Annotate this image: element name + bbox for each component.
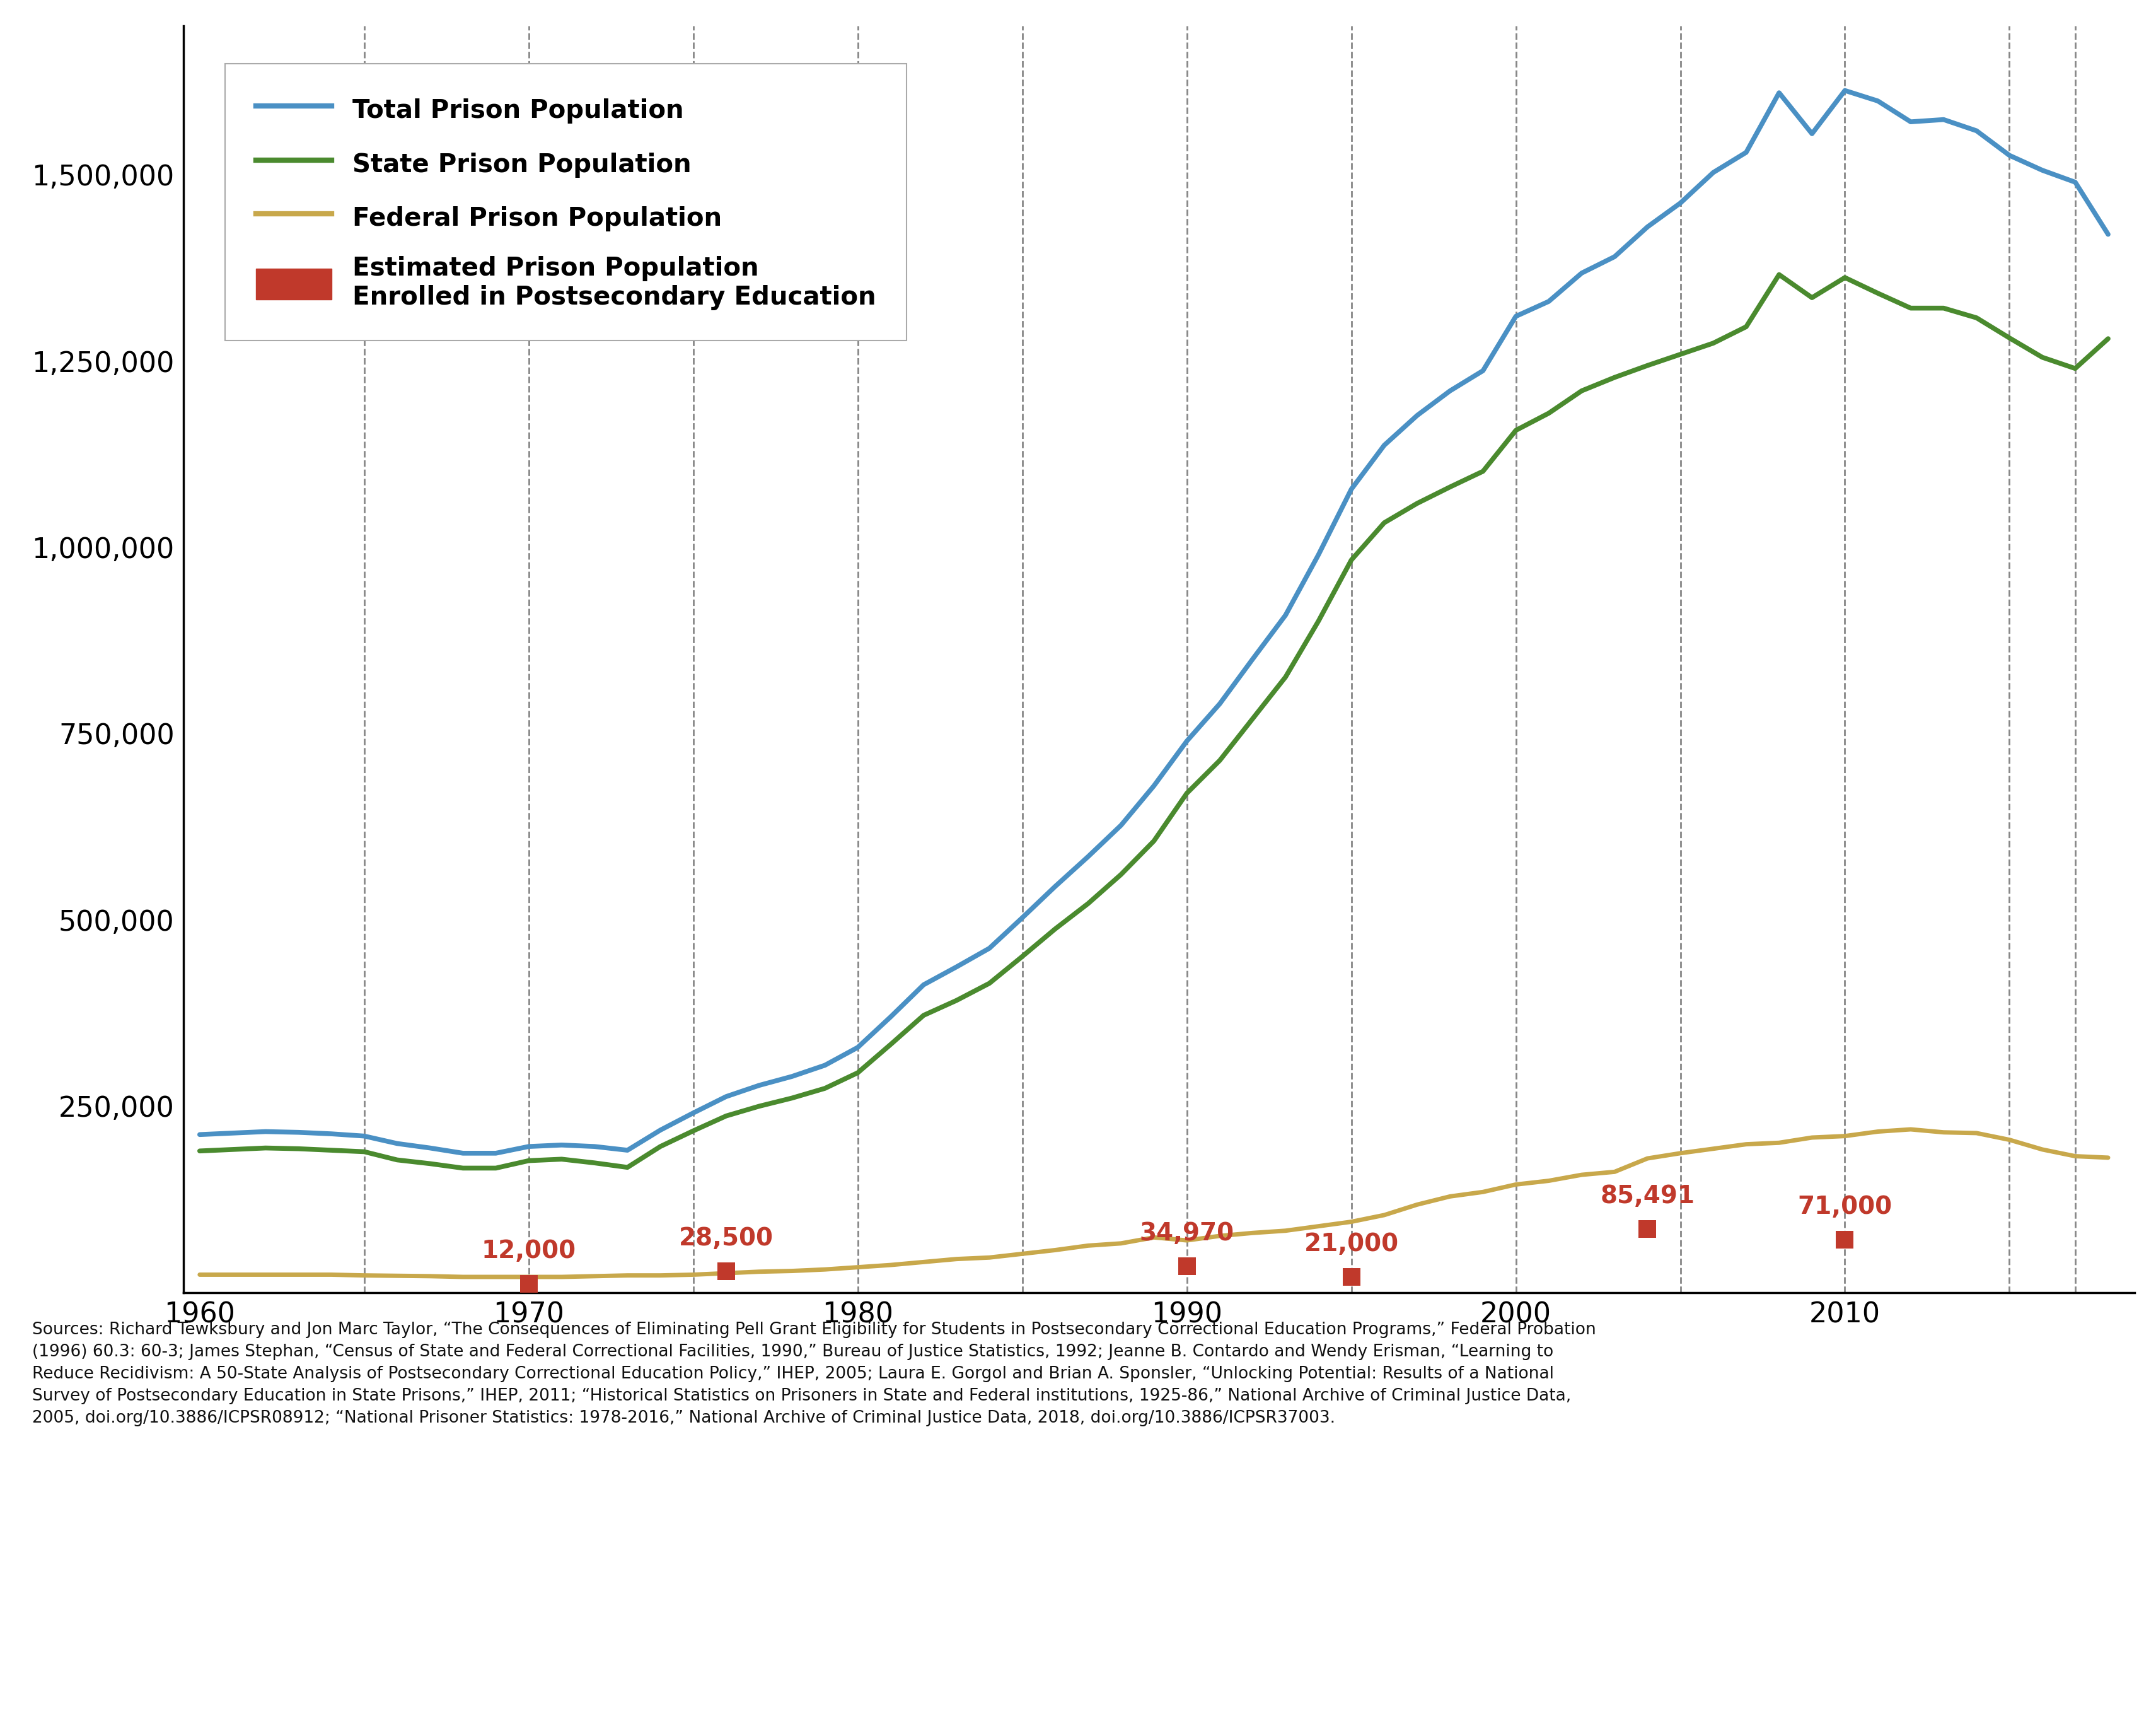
Text: 34,970: 34,970 [1141,1222,1233,1246]
Text: 71,000: 71,000 [1798,1195,1893,1219]
Text: 21,000: 21,000 [1304,1233,1399,1257]
Legend: Total Prison Population, State Prison Population, Federal Prison Population, Est: Total Prison Population, State Prison Po… [224,63,906,341]
Text: Sources: Richard Tewksbury and Jon Marc Taylor, “The Consequences of Eliminating: Sources: Richard Tewksbury and Jon Marc … [32,1322,1595,1426]
Text: 85,491: 85,491 [1600,1185,1695,1209]
Text: 12,000: 12,000 [481,1239,576,1263]
Text: 28,500: 28,500 [679,1226,774,1250]
